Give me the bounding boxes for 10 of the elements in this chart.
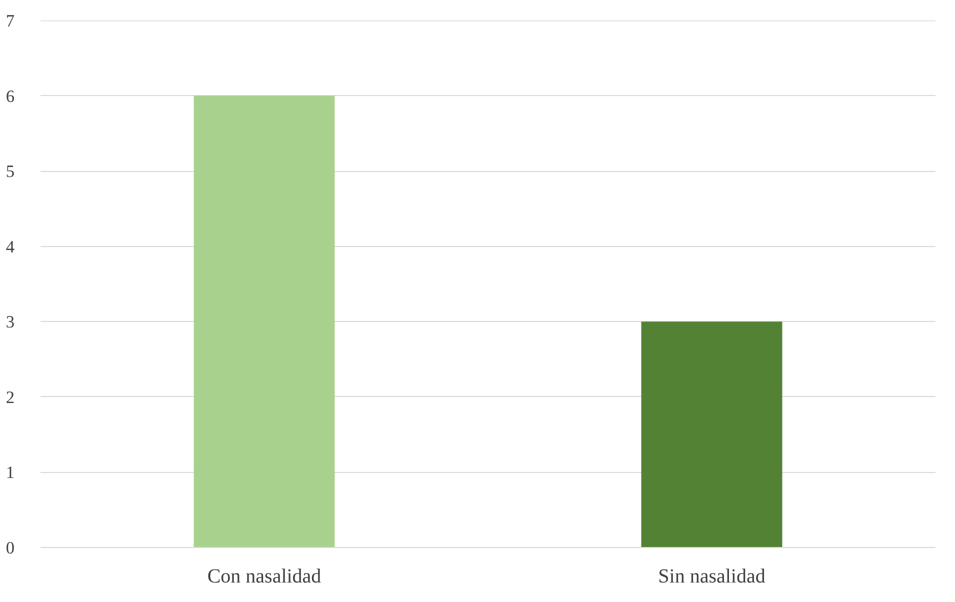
y-tick-label: 5 [6,162,15,182]
y-tick-label: 3 [6,312,15,332]
y-tick-label: 0 [6,538,15,558]
y-tick-label: 4 [6,237,15,256]
y-tick-label: 6 [6,86,15,106]
x-tick-label: Con nasalidad [207,566,322,588]
x-tick-label: Sin nasalidad [658,566,766,588]
y-tick-label: 7 [6,12,15,30]
y-tick-label: 2 [6,388,15,407]
y-tick-label: 1 [6,463,15,482]
